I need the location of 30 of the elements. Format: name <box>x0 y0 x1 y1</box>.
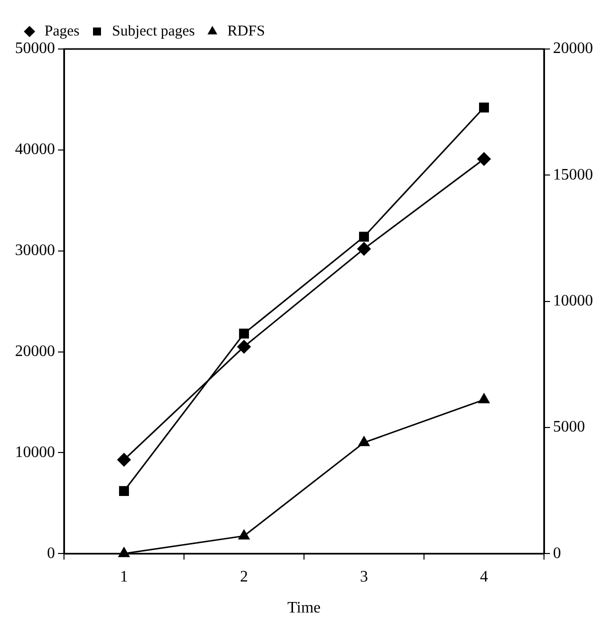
y-tick-label: 10000 <box>15 444 55 461</box>
x-axis-title: Time <box>287 600 321 617</box>
y-tick-label: 0 <box>47 544 55 562</box>
y-tick-label: 40000 <box>15 141 55 158</box>
legend-label: Pages <box>44 23 80 40</box>
y2-tick-label: 5000 <box>553 418 585 436</box>
point <box>357 242 371 256</box>
point <box>237 340 251 354</box>
x-tick-label: 3 <box>360 568 368 586</box>
x-tick-label: 2 <box>240 568 248 586</box>
y2-tick-label: 10000 <box>553 292 593 310</box>
y2-tick-label: 0 <box>553 544 561 562</box>
y-tick-label: 50000 <box>15 40 55 58</box>
legend-label: RDFS <box>227 23 265 40</box>
x-tick-label: 4 <box>480 568 488 586</box>
point <box>358 436 370 446</box>
point <box>117 452 131 467</box>
x-tick-label: 1 <box>120 568 128 586</box>
legend-label: Subject pages <box>112 23 196 40</box>
y-tick-label: 20000 <box>15 342 55 360</box>
y2-tick-label: 20000 <box>553 40 593 58</box>
point <box>119 486 129 496</box>
y-tick-label: 30000 <box>15 242 55 260</box>
point <box>479 102 489 112</box>
point <box>359 232 369 242</box>
point <box>238 528 250 540</box>
point <box>477 152 491 166</box>
y2-tick-label: 15000 <box>553 166 593 184</box>
point <box>239 328 249 339</box>
point <box>478 392 490 404</box>
